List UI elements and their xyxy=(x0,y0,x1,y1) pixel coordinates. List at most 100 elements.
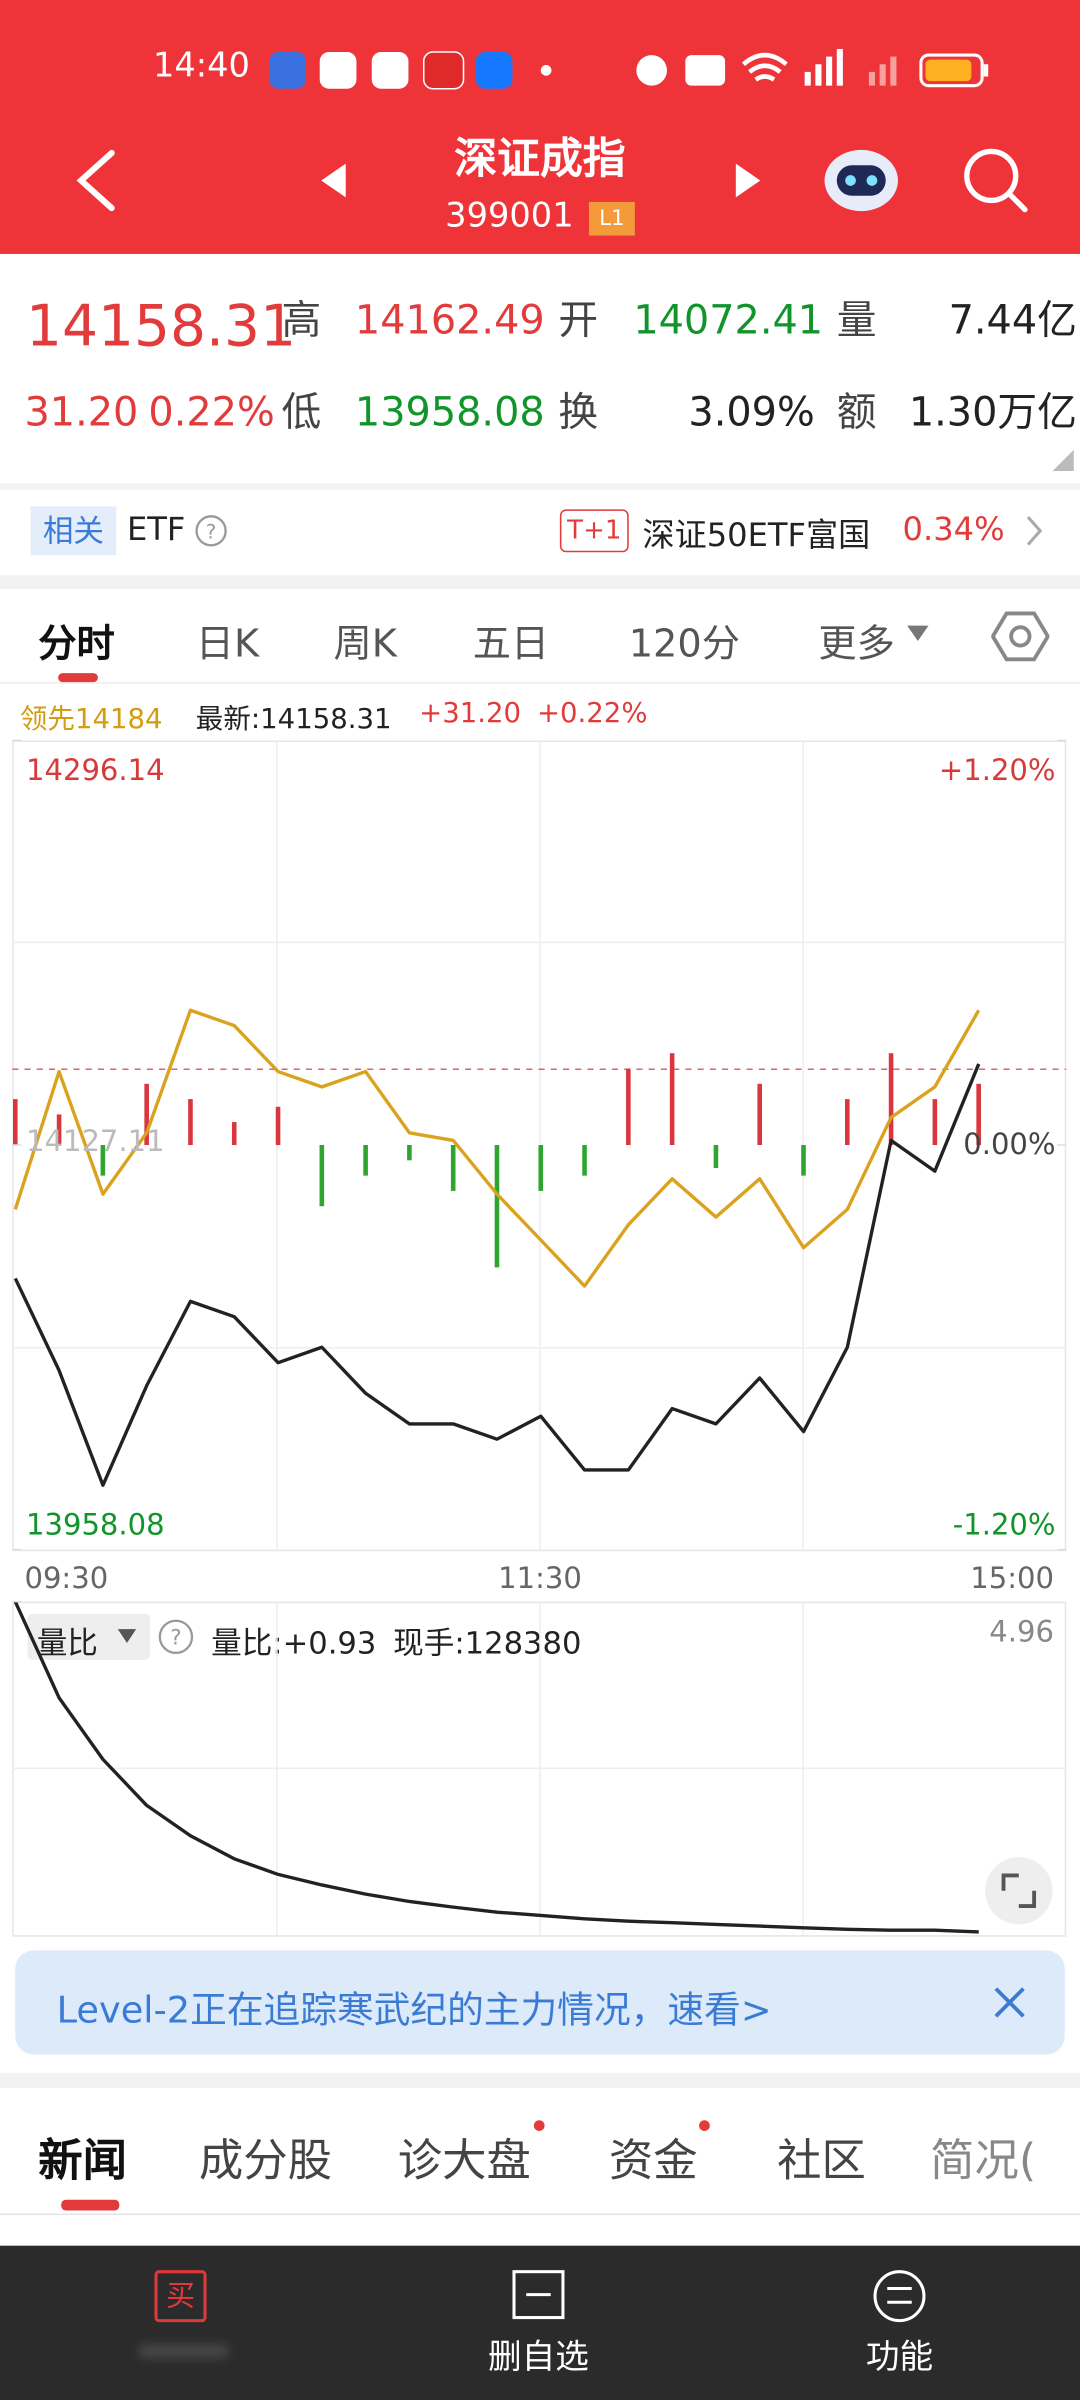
period-tab[interactable]: 120分 xyxy=(628,621,740,666)
period-tab[interactable]: 分时 xyxy=(38,621,115,666)
change-value: 31.20 xyxy=(24,390,139,436)
divider xyxy=(0,682,1080,684)
volume-bar xyxy=(888,1053,894,1146)
functions-label[interactable]: 功能 xyxy=(865,2338,934,2378)
news-tab[interactable]: 新闻 xyxy=(38,2134,127,2187)
volume-bar xyxy=(231,1122,237,1146)
period-tab[interactable]: 更多 xyxy=(818,621,895,666)
y2-tick-label: -1.20% xyxy=(953,1507,1056,1541)
volume-bar xyxy=(669,1053,675,1146)
volume-value: 7.44亿 xyxy=(948,298,1077,345)
news-indicator xyxy=(61,2199,120,2211)
period-tab[interactable]: 周K xyxy=(333,621,397,666)
etf-name[interactable]: 深证50ETF富国 xyxy=(642,517,871,554)
page-title: 深证成指 xyxy=(454,133,626,184)
status-time: 14:40 xyxy=(152,47,250,86)
high-label: 高 xyxy=(281,298,322,345)
volume-label: 量 xyxy=(836,298,877,345)
volume-bar xyxy=(538,1145,544,1191)
charts: 13958.08 14127.11 14296.14 -1.20% 0.00% +1.20… xyxy=(12,739,1067,1937)
turnover-label: 换 xyxy=(558,390,599,436)
change-legend: +31.20 xyxy=(419,697,522,730)
functions-icon[interactable] xyxy=(872,2269,927,2324)
level-badge: L1 xyxy=(588,201,635,236)
ratio-caret[interactable] xyxy=(116,1628,137,1646)
x-tick-label: 09:30 xyxy=(24,1561,108,1595)
price-line xyxy=(13,1008,981,1288)
blurred-label xyxy=(137,2343,230,2359)
svg-text:?: ? xyxy=(206,520,217,543)
y2-tick-label: 0.00% xyxy=(963,1127,1055,1161)
pct-legend: +0.22% xyxy=(536,697,648,730)
ratio-selector-label[interactable]: 量比 xyxy=(36,1624,98,1662)
svg-text:?: ? xyxy=(170,1625,181,1650)
news-tab[interactable]: 社区 xyxy=(777,2134,866,2187)
volume-bar xyxy=(932,1099,938,1146)
divider xyxy=(0,2213,1080,2216)
open-label: 开 xyxy=(558,298,599,345)
volume-bar xyxy=(450,1145,456,1191)
watch-icon[interactable] xyxy=(511,2269,566,2321)
amount-value: 1.30万亿 xyxy=(908,390,1077,436)
news-tab[interactable]: 资金 xyxy=(608,2134,698,2187)
volume-bar xyxy=(13,1099,18,1146)
expand-button[interactable] xyxy=(985,1857,1053,1925)
related-tag: 相关 xyxy=(30,506,117,556)
t1-badge: T+1 xyxy=(559,509,629,553)
volume-bar xyxy=(582,1145,587,1176)
last-price: 14158.31 xyxy=(26,293,297,360)
amount-label: 额 xyxy=(836,390,877,436)
volume-bar xyxy=(494,1145,500,1268)
x-tick-label: 15:00 xyxy=(970,1561,1054,1595)
corner-mark xyxy=(1052,449,1074,472)
hand-value: 现手:128380 xyxy=(393,1624,582,1662)
divider xyxy=(0,483,1080,490)
volume-bar xyxy=(188,1099,193,1146)
news-tab[interactable]: 成分股 xyxy=(198,2134,332,2187)
period-tab[interactable]: 日K xyxy=(195,621,260,666)
volume-bar xyxy=(626,1068,631,1146)
banner-text[interactable]: Level-2正在追踪寒武纪的主力情况，速看> xyxy=(56,1988,772,2032)
level2-banner[interactable] xyxy=(15,1950,1065,2055)
help-icon[interactable]: ? xyxy=(158,1618,195,1655)
volume-bar xyxy=(976,1083,981,1146)
watch-label[interactable]: 删自选 xyxy=(487,2338,589,2378)
volume-bar xyxy=(844,1099,850,1146)
period-tab[interactable]: 五日 xyxy=(472,621,550,666)
fade xyxy=(1040,2095,1080,2213)
help-icon[interactable]: ? xyxy=(194,514,228,548)
volume-bar xyxy=(100,1145,106,1176)
more-caret[interactable] xyxy=(906,623,930,644)
volume-bar xyxy=(757,1083,763,1146)
turnover-value: 3.09% xyxy=(688,390,815,436)
volume-bar xyxy=(56,1114,62,1146)
divider xyxy=(0,2072,1080,2089)
price-line xyxy=(13,1063,981,1487)
news-tab[interactable]: 诊大盘 xyxy=(397,2134,531,2187)
close-banner[interactable] xyxy=(991,1984,1028,2021)
price-line xyxy=(13,1600,979,1934)
chevron[interactable] xyxy=(1022,514,1046,548)
volume-bar xyxy=(144,1083,149,1146)
settings-icon[interactable] xyxy=(991,607,1050,665)
index-code: 399001 xyxy=(445,197,574,236)
high-value: 14162.49 xyxy=(354,298,545,345)
buy-button[interactable]: 买 xyxy=(154,2270,207,2323)
etf-label: ETF xyxy=(126,510,186,548)
y-tick-label: 4.96 xyxy=(989,1614,1054,1648)
leader-legend: 领先14184 xyxy=(19,703,163,736)
news-tab[interactable]: 简况(F10) xyxy=(930,2134,1040,2187)
header-icons xyxy=(76,48,1028,213)
divider xyxy=(0,575,1080,589)
y2-tick-label: +1.20% xyxy=(939,753,1056,787)
red-dot xyxy=(533,2120,545,2131)
news-tabs: 新闻 成分股 诊大盘 资金 社区 简况(F10) xyxy=(0,2088,1040,2213)
y-tick-label: 14296.14 xyxy=(26,753,165,787)
volume-bar xyxy=(275,1106,281,1146)
low-value: 13958.08 xyxy=(354,390,545,436)
header xyxy=(0,0,1080,254)
volume-bar xyxy=(319,1145,325,1207)
open-value: 14072.41 xyxy=(633,298,824,345)
y-tick-label: 14127.11 xyxy=(26,1124,165,1158)
